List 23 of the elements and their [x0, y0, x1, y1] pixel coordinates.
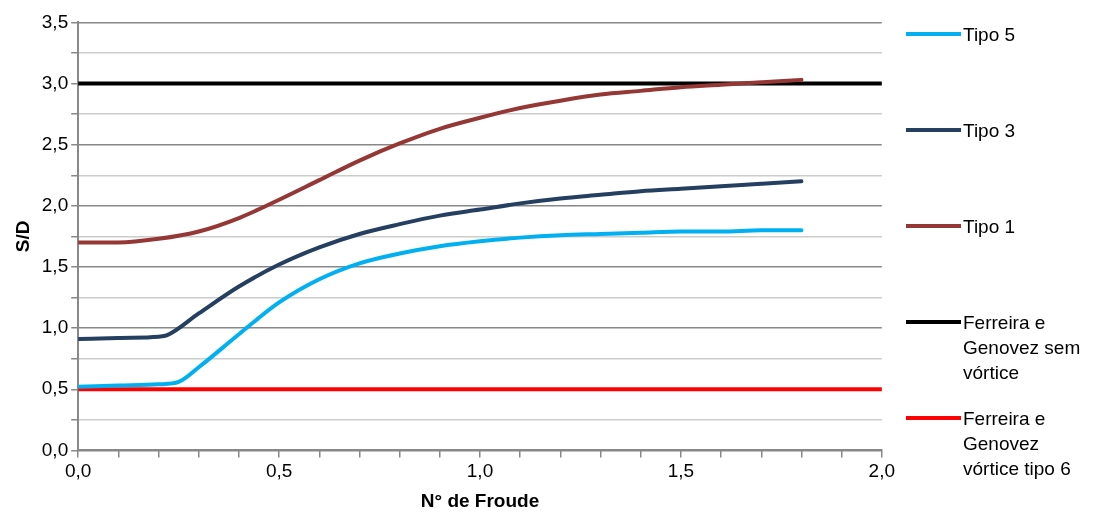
- y-tick-label: 2,0: [41, 194, 69, 216]
- y-axis-title: S/D: [11, 220, 33, 253]
- legend-label: Tipo 5: [963, 23, 1016, 47]
- y-tick-label: 2,5: [41, 132, 69, 154]
- line-series: [78, 179, 804, 342]
- x-tick-label: 2,0: [868, 460, 895, 482]
- legend-label: Tipo 1: [963, 215, 1016, 239]
- y-tick-label: 0,0: [41, 438, 69, 460]
- legend-label: Ferreira e Genovez vórtice tipo 6: [963, 407, 1072, 481]
- x-tick-label: 0,5: [265, 460, 293, 482]
- x-axis-title: N° de Froude: [420, 489, 540, 511]
- x-tick-label: 0,0: [65, 460, 92, 482]
- y-tick-label: 1,0: [41, 316, 69, 338]
- line-series: [78, 228, 804, 389]
- y-tick-label: 0,5: [41, 377, 69, 399]
- legend-label: Tipo 3: [963, 119, 1016, 143]
- legend-label: Ferreira e Genovez sem vórtice: [963, 311, 1082, 385]
- line-series: [78, 77, 804, 245]
- x-tick-label: 1,0: [466, 460, 494, 482]
- y-tick-label: 3,0: [41, 71, 69, 93]
- y-tick-label: 3,5: [41, 10, 69, 32]
- x-tick-label: 1,5: [667, 460, 695, 482]
- y-tick-label: 1,5: [41, 255, 69, 277]
